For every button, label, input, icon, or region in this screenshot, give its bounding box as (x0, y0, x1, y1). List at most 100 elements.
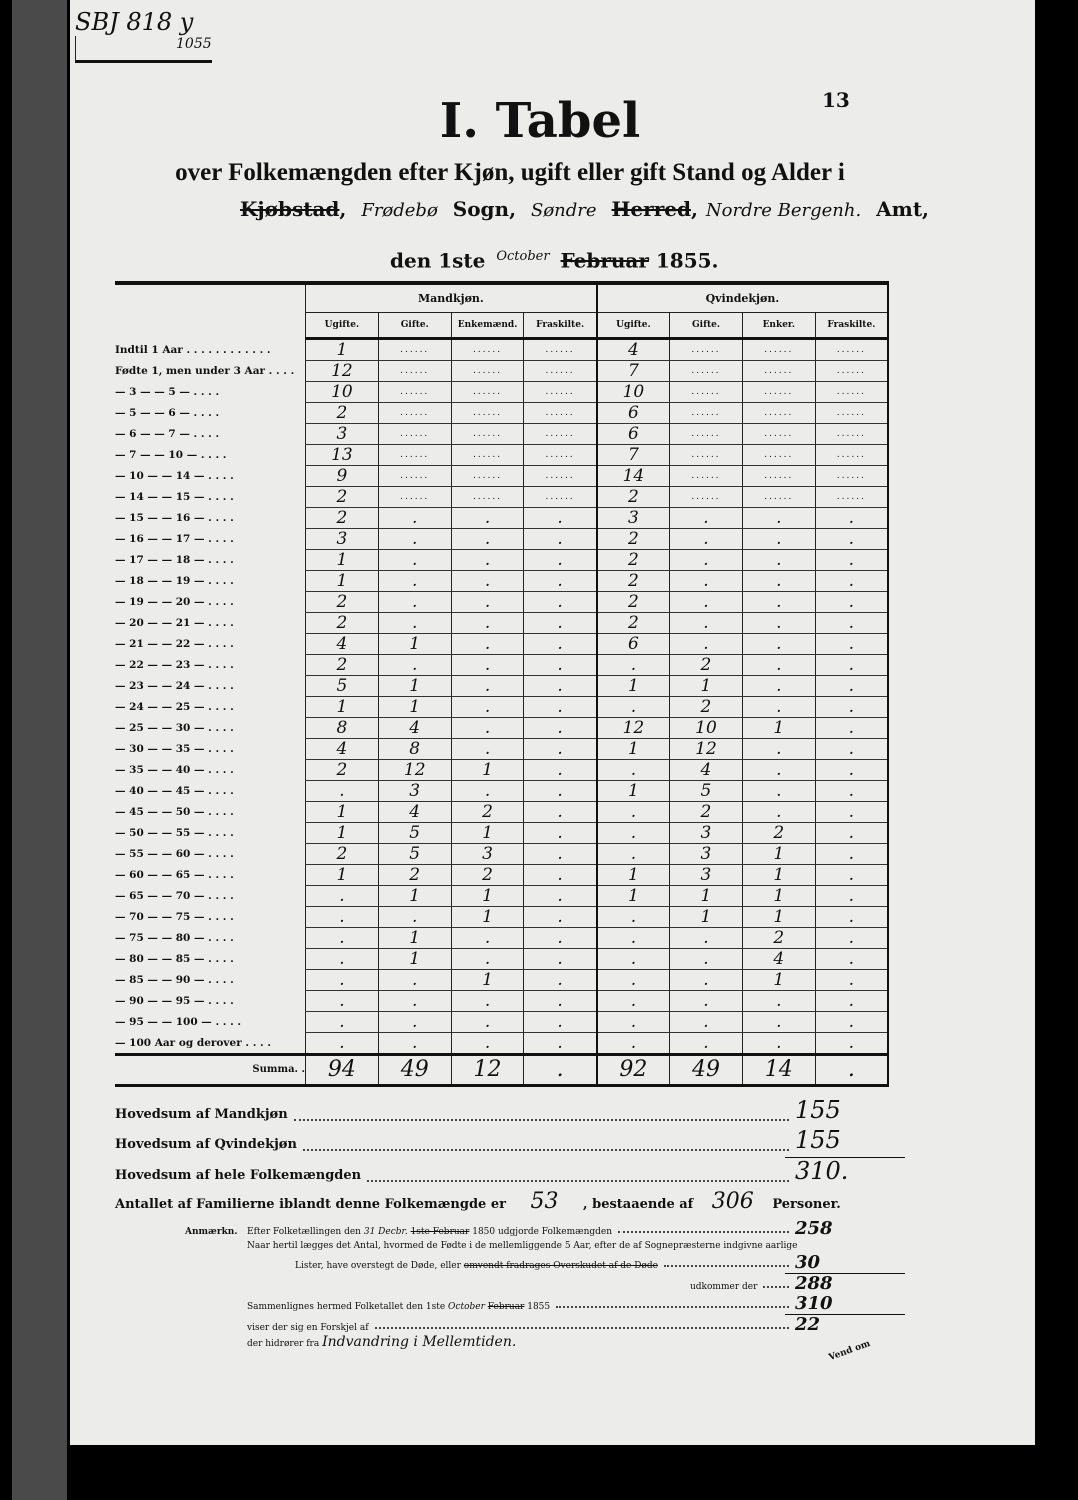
remark-line-6: viser der sig en Forskjel af 22 (115, 1315, 905, 1335)
table-cell: ...... (669, 444, 743, 466)
table-cell: . (741, 801, 816, 823)
table-row: — 10 — — 14 — . . . . 9..................… (115, 465, 889, 487)
table-cell: . (814, 633, 889, 655)
table-cell: . (669, 528, 743, 550)
table-cell: . (669, 1032, 743, 1055)
remark-line-1: Anmærkn. Efter Folketællingen den 31 Dec… (115, 1219, 905, 1239)
age-label: — 24 — — 25 — . . . . (115, 701, 234, 713)
herred-name: Søndre (531, 200, 597, 221)
table-cell: . (595, 801, 670, 823)
families-value: 53 (530, 1189, 559, 1214)
table-cell: 4 (741, 948, 816, 970)
table-row: — 20 — — 21 — . . . .2...2... (115, 612, 889, 634)
table-cell: . (523, 1011, 597, 1033)
date-year: 1855. (655, 248, 719, 273)
table-cell: . (377, 1032, 452, 1055)
age-label: — 10 — — 14 — . . . . (115, 470, 234, 482)
table-cell: 2 (595, 486, 670, 508)
table-cell: 2 (377, 864, 452, 886)
table-row: — 5 — — 6 — . . . . 2.................. 6.… (115, 402, 889, 424)
table-row: — 6 — — 7 — . . . . 3.................. 6.… (115, 423, 889, 445)
column-header: Gifte. (377, 312, 452, 340)
total-all-row: Hovedsum af hele Folkemængden 310. (115, 1158, 905, 1188)
location-line: Kjøbstad, Frødebø Sogn, Søndre Herred, No… (240, 197, 930, 221)
table-cell: . (595, 822, 670, 844)
remark-line-5: Sammenlignes hermed Folketallet den 1ste… (115, 1294, 905, 1314)
table-cell: . (741, 591, 816, 613)
table-cell: . (377, 969, 452, 991)
table-cell: . (523, 822, 597, 844)
date-month-struck: Februar (560, 248, 649, 273)
table-cell: . (741, 738, 816, 760)
table-cell: . (595, 990, 670, 1012)
persons-value: 306 (711, 1189, 754, 1214)
table-cell: . (377, 528, 452, 550)
table-cell: . (669, 633, 743, 655)
table-cell: . (741, 570, 816, 592)
summa-cell: 14 (741, 1053, 816, 1087)
table-cell: 8 (305, 717, 379, 739)
remark-3-struck: omvendt fradrages Overskudet af de Døde (463, 1261, 658, 1271)
table-cell: . (814, 696, 889, 718)
table-cell: . (450, 528, 524, 550)
table-cell: 2 (305, 402, 379, 424)
sogn-label: Sogn, (452, 197, 517, 221)
summa-cell: 12 (450, 1053, 524, 1087)
table-cell: . (523, 528, 597, 550)
table-cell: . (450, 591, 524, 613)
table-row: — 18 — — 19 — . . . .1...2... (115, 570, 889, 592)
table-row: Fødte 1, men under 3 Aar . . . . 12......… (115, 360, 889, 382)
remark-line-2: Naar hertil lægges det Antal, hvormed de… (115, 1239, 905, 1253)
table-cell: . (741, 675, 816, 697)
table-cell: 2 (305, 507, 379, 529)
table-cell: 5 (305, 675, 379, 697)
age-label: — 17 — — 18 — . . . . (115, 554, 234, 566)
table-cell: ...... (523, 402, 597, 424)
age-label: — 60 — — 65 — . . . . (115, 869, 234, 881)
table-cell: 1 (741, 717, 816, 739)
age-label: — 85 — — 90 — . . . . (115, 974, 234, 986)
table-cell: . (595, 1032, 670, 1055)
table-cell: . (523, 885, 597, 907)
remark-3-text: Lister, have overstegt de Døde, eller (295, 1261, 461, 1271)
table-cell: 2 (450, 864, 524, 886)
remark-7-handwritten: Indvandring i Mellemtiden. (322, 1334, 517, 1350)
table-cell: ...... (814, 465, 889, 487)
table-cell: 1 (595, 780, 670, 802)
table-cell: 3 (669, 843, 743, 865)
remark-5-struck: Februar (487, 1302, 525, 1312)
table-cell: 2 (305, 759, 379, 781)
age-label: — 21 — — 22 — . . . . (115, 638, 234, 650)
table-cell: . (814, 738, 889, 760)
table-cell: . (669, 612, 743, 634)
table-cell: 1 (450, 822, 524, 844)
table-cell: . (595, 696, 670, 718)
table-cell: 2 (741, 822, 816, 844)
remark-4-text: udkommer der (690, 1282, 758, 1292)
table-cell: . (814, 612, 889, 634)
table-cell: . (814, 801, 889, 823)
table-cell: . (741, 1011, 816, 1033)
table-cell: 5 (377, 843, 452, 865)
table-cell: ...... (814, 381, 889, 403)
census-table: Mandkjøn. Qvindekjøn. Ugifte. Gifte. Enkem… (115, 281, 890, 1087)
table-cell: . (814, 759, 889, 781)
table-cell: ...... (741, 486, 816, 508)
table-cell: . (523, 738, 597, 760)
table-cell: 5 (377, 822, 452, 844)
table-cell: . (741, 633, 816, 655)
table-cell: . (814, 1011, 889, 1033)
table-row: — 35 — — 40 — . . . . 2 12 1.. 4.. (115, 759, 889, 781)
dot-leader (367, 1180, 789, 1182)
table-cell: 4 (305, 633, 379, 655)
table-row: — 85 — — 90 — . . . ...1...1. (115, 969, 889, 991)
age-label: — 3 — — 5 — . . . . (115, 386, 220, 398)
table-cell: . (523, 633, 597, 655)
table-cell: ...... (741, 444, 816, 466)
summa-row: Summa. . 94 49 12. 92 49 14. (115, 1053, 889, 1087)
families-mid: , bestaaende af (583, 1197, 694, 1212)
table-cell: ...... (741, 338, 816, 361)
